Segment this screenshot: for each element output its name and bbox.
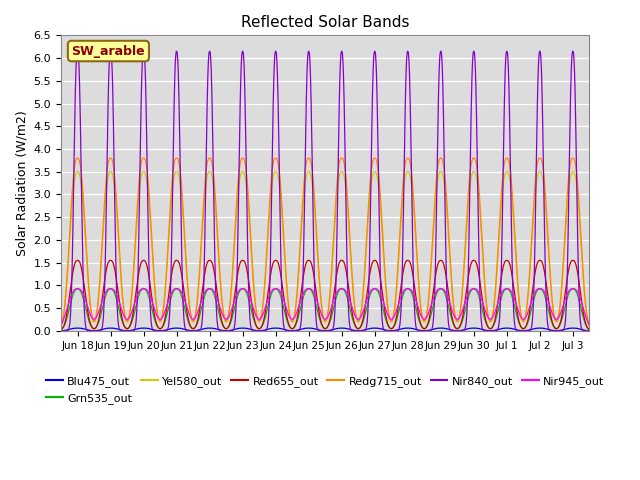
Blu475_out: [357, 328, 365, 334]
Redg715_out: [514, 284, 522, 289]
Red655_out: [110, 264, 118, 269]
Grn535_out: [514, 317, 522, 323]
Nir945_out: [586, 322, 593, 328]
Legend: Blu475_out, Grn535_out, Yel580_out, Red655_out, Redg715_out, Nir840_out, Nir945_: Blu475_out, Grn535_out, Yel580_out, Red6…: [42, 372, 609, 408]
Nir840_out: [586, 328, 593, 334]
Blu475_out: [586, 328, 593, 334]
Yel580_out: [578, 258, 586, 264]
Blu475_out: [110, 325, 118, 331]
Redg715_out: [578, 252, 586, 258]
Nir840_out: [74, 48, 81, 54]
Grn535_out: [578, 310, 586, 315]
Line: Nir945_out: Nir945_out: [61, 288, 589, 325]
Yel580_out: [110, 180, 118, 186]
Yel580_out: [357, 312, 365, 317]
Yel580_out: [57, 324, 65, 329]
Yel580_out: [74, 169, 81, 175]
Red655_out: [224, 324, 232, 330]
Line: Blu475_out: Blu475_out: [61, 328, 589, 331]
Red655_out: [586, 327, 593, 333]
Y-axis label: Solar Radiation (W/m2): Solar Radiation (W/m2): [15, 110, 28, 256]
Grn535_out: [357, 324, 365, 329]
Grn535_out: [74, 286, 81, 292]
Yel580_out: [484, 314, 492, 320]
Grn535_out: [110, 289, 118, 295]
Nir945_out: [514, 307, 522, 313]
Redg715_out: [74, 155, 81, 161]
Nir945_out: [578, 301, 586, 307]
Yel580_out: [224, 315, 232, 321]
Grn535_out: [484, 324, 492, 330]
Blu475_out: [224, 328, 232, 334]
Blu475_out: [57, 328, 65, 334]
Redg715_out: [484, 313, 492, 319]
Grn535_out: [57, 327, 65, 333]
Yel580_out: [586, 324, 593, 329]
Red655_out: [357, 324, 365, 329]
Line: Grn535_out: Grn535_out: [61, 289, 589, 330]
Nir840_out: [578, 327, 586, 333]
Red655_out: [484, 324, 492, 330]
Line: Red655_out: Red655_out: [61, 260, 589, 330]
Nir840_out: [484, 328, 492, 334]
Blu475_out: [74, 325, 81, 331]
Red655_out: [57, 327, 65, 333]
Nir945_out: [57, 322, 65, 328]
Red655_out: [74, 257, 81, 263]
Redg715_out: [586, 323, 593, 329]
Nir840_out: [57, 328, 65, 334]
Nir840_out: [514, 328, 522, 334]
Grn535_out: [224, 324, 232, 330]
Grn535_out: [586, 327, 593, 333]
Redg715_out: [224, 314, 232, 320]
Yel580_out: [514, 287, 522, 293]
Line: Redg715_out: Redg715_out: [61, 158, 589, 326]
Redg715_out: [110, 167, 118, 173]
Nir840_out: [357, 328, 365, 334]
Nir945_out: [107, 286, 115, 291]
Redg715_out: [57, 323, 65, 329]
Redg715_out: [357, 310, 365, 316]
Red655_out: [514, 314, 522, 320]
Text: SW_arable: SW_arable: [72, 45, 145, 58]
Nir945_out: [484, 315, 492, 321]
Blu475_out: [484, 328, 492, 334]
Blu475_out: [578, 327, 586, 333]
Line: Nir840_out: Nir840_out: [61, 51, 589, 331]
Title: Reflected Solar Bands: Reflected Solar Bands: [241, 15, 410, 30]
Blu475_out: [514, 327, 522, 333]
Nir945_out: [357, 314, 365, 320]
Nir840_out: [110, 156, 118, 162]
Nir840_out: [224, 328, 232, 334]
Line: Yel580_out: Yel580_out: [61, 172, 589, 326]
Nir945_out: [224, 315, 232, 321]
Nir945_out: [110, 288, 118, 293]
Red655_out: [578, 301, 586, 307]
